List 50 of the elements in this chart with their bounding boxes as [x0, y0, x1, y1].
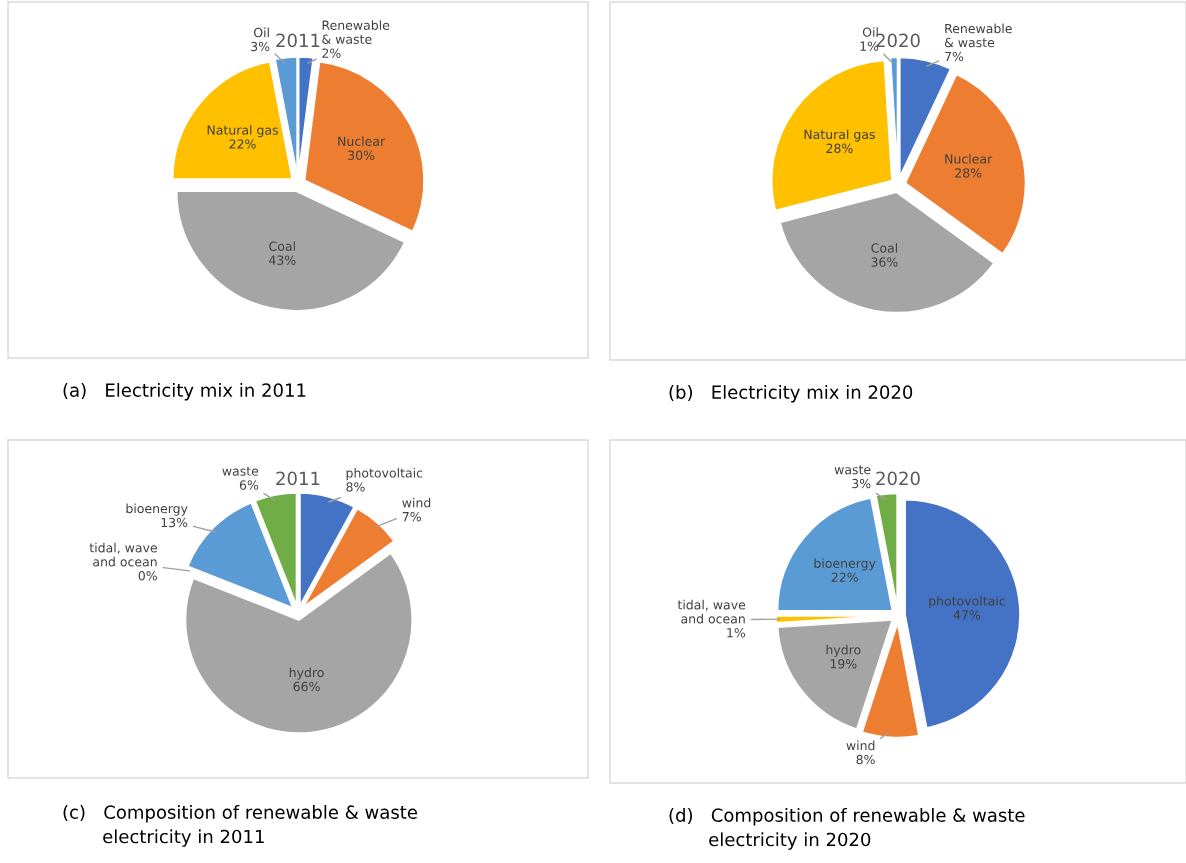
- slice-label: wind: [846, 740, 875, 751]
- slice-label: Natural gas: [207, 125, 279, 138]
- slice-label: waste: [222, 466, 259, 476]
- slice-label: Nuclear: [945, 153, 993, 164]
- slice-label: Coal: [269, 241, 295, 251]
- data-label: 1%: [727, 628, 746, 638]
- slice-label: Renewable & waste: [322, 20, 390, 44]
- slice-label: tidal, wave and ocean: [677, 599, 746, 624]
- data-label: 30%: [348, 150, 375, 160]
- slice-label: waste: [834, 465, 871, 475]
- text: 0%: [138, 571, 157, 581]
- text: (c) Composition of renewable & waste electricity in 2011: [63, 805, 417, 847]
- data-label: 43%: [269, 255, 296, 265]
- text: (a) Electricity mix in 2011: [63, 383, 306, 401]
- data-label: 8%: [856, 754, 875, 765]
- slice-label: photovoltaic: [346, 467, 423, 481]
- data-label: 36%: [871, 257, 898, 267]
- slice-label: Coal: [871, 243, 898, 253]
- chart-title: 2011: [276, 471, 320, 486]
- data-label: 6%: [239, 480, 259, 490]
- slice-label: Natural gas: [804, 129, 875, 142]
- data-label: 22%: [831, 572, 858, 583]
- slice-label: wind: [402, 497, 431, 508]
- data-label: 13%: [161, 517, 188, 528]
- data-label: 3%: [251, 41, 270, 52]
- slice-label: Renewable & waste: [944, 23, 1012, 48]
- slice-label: hydro: [826, 644, 861, 657]
- slice-label: Oil: [253, 27, 269, 38]
- text: (b) Electricity mix in 2020: [669, 385, 913, 403]
- data-label: 3%: [852, 478, 871, 489]
- data-label: 28%: [955, 168, 982, 178]
- data-label: 47%: [953, 610, 981, 620]
- chart-title: 2020: [876, 471, 920, 486]
- text: (d) Composition of renewable & waste electricity in 2020: [669, 808, 1025, 850]
- data-label: 8%: [346, 482, 365, 492]
- slice-label: photovoltaic: [929, 595, 1005, 609]
- data-label: 19%: [830, 659, 857, 669]
- data-label: 7%: [402, 511, 421, 522]
- data-label: 22%: [229, 139, 256, 149]
- slice-label: bioenergy: [814, 558, 876, 571]
- data-label: 28%: [826, 143, 853, 154]
- category-label: tidal, wave and ocean: [89, 542, 157, 567]
- data-label: 66%: [293, 681, 320, 692]
- slice-label: bioenergy: [126, 503, 188, 516]
- slice-label: Nuclear: [338, 136, 386, 146]
- data-label: 7%: [945, 51, 964, 62]
- text: 2011: [276, 33, 320, 48]
- data-label: 2%: [322, 48, 341, 58]
- slice-label: Oil: [862, 27, 878, 37]
- slice-label: hydro: [289, 667, 324, 680]
